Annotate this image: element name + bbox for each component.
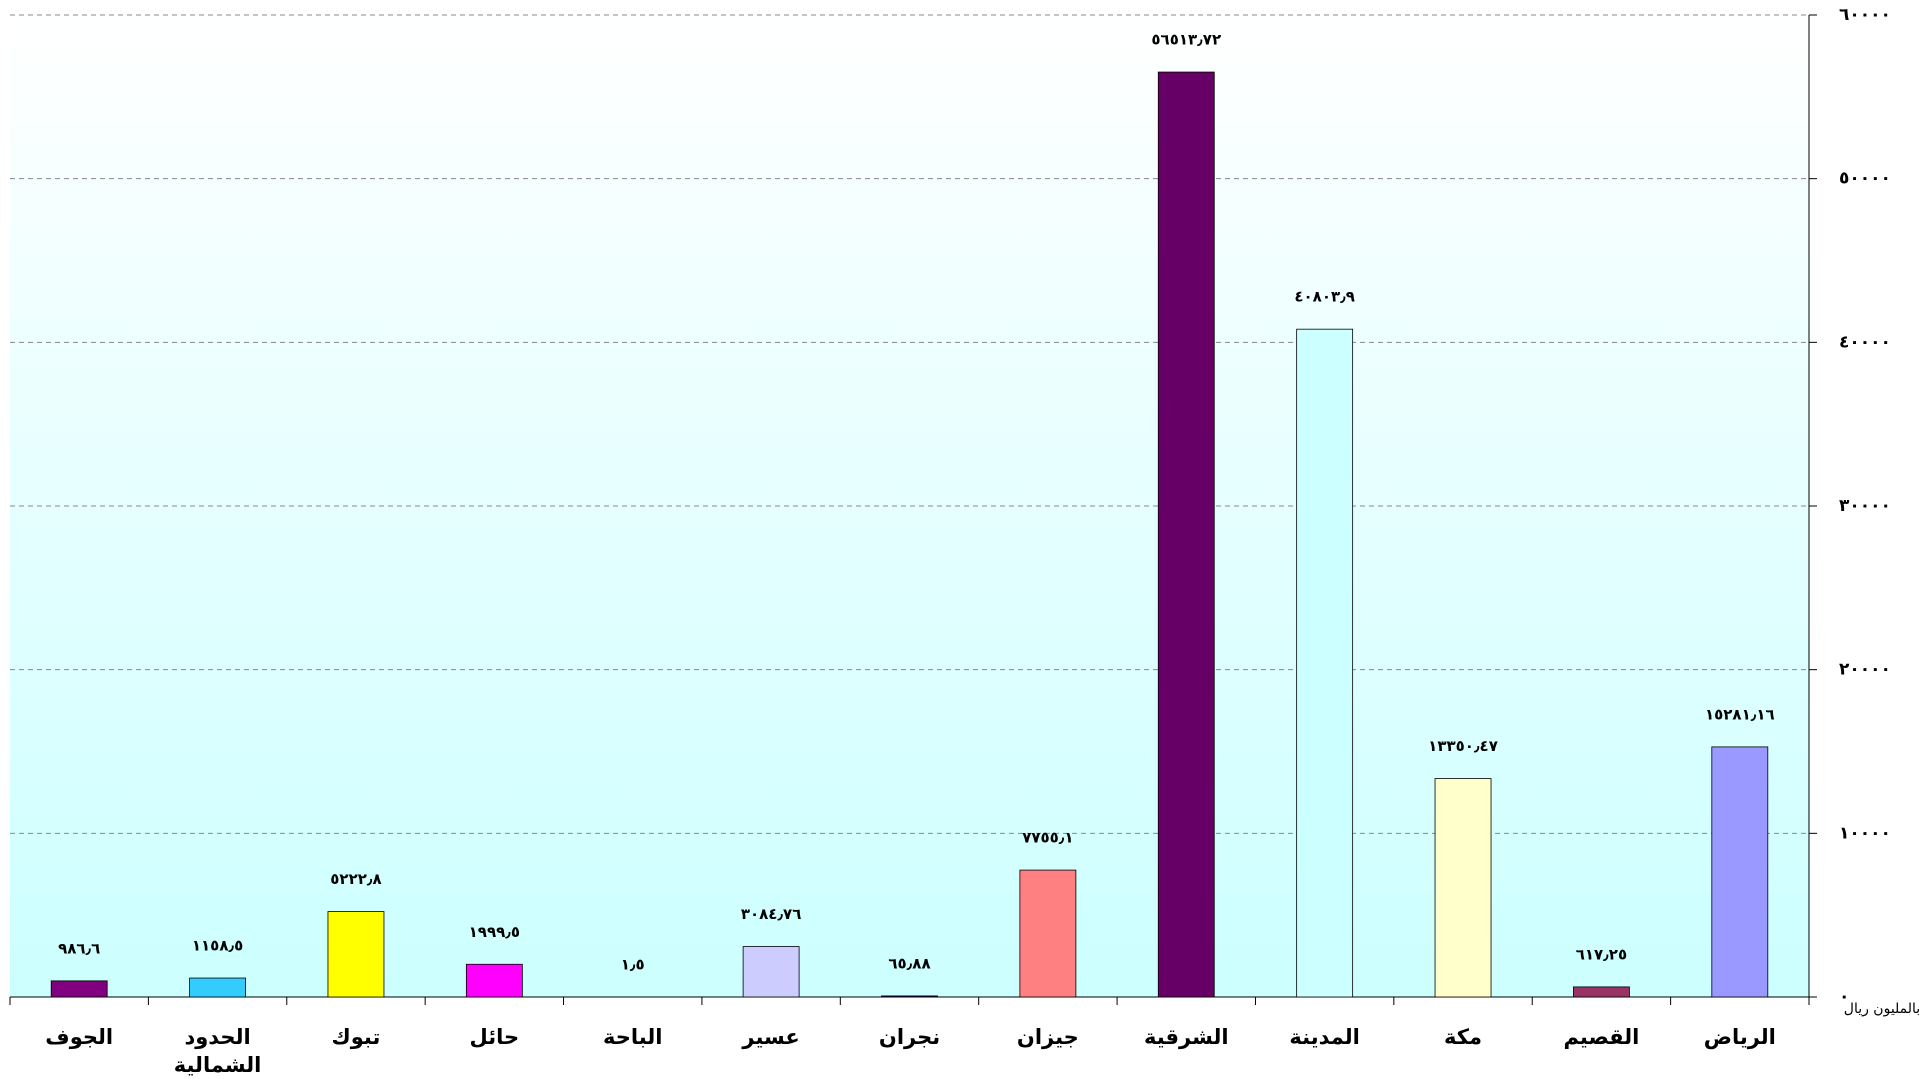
x-tick-label: جيزان <box>983 1023 1113 1051</box>
y-tick-label: ٠ <box>1839 987 1849 1007</box>
y-tick-label: ١٠٠٠٠ <box>1839 823 1891 843</box>
y-tick-label: ٦٠٠٠٠ <box>1839 5 1891 25</box>
x-tick-label: الحدود الشمالية <box>153 1023 283 1079</box>
bar <box>51 981 107 997</box>
x-tick-label: نجران <box>845 1023 975 1051</box>
value-label: ٦١٧٫٢٥ <box>1576 945 1627 963</box>
bar <box>1020 870 1076 997</box>
value-label: ١٥٢٨١٫١٦ <box>1705 705 1775 723</box>
bar <box>882 996 938 997</box>
x-tick-label: الباحة <box>568 1023 698 1051</box>
value-label: ٣٠٨٤٫٧٦ <box>741 905 802 923</box>
y-tick-label: ٣٠٠٠٠ <box>1839 496 1891 516</box>
value-label: ١٣٣٥٠٫٤٧ <box>1428 737 1498 755</box>
x-tick-label: المدينة <box>1260 1023 1390 1051</box>
x-tick-label: عسير <box>706 1023 836 1051</box>
bar <box>328 912 384 997</box>
bar <box>1158 72 1214 997</box>
value-label: ١٫٥ <box>621 955 645 973</box>
x-tick-label: تبوك <box>291 1023 421 1051</box>
y-tick-label: ٢٠٠٠٠ <box>1839 660 1891 680</box>
plot-area <box>10 15 1809 997</box>
value-label: ٥٦٥١٣٫٧٢ <box>1151 31 1221 49</box>
bar <box>466 964 522 997</box>
bar <box>1712 747 1768 997</box>
y-tick-label: ٥٠٠٠٠ <box>1839 169 1891 189</box>
bar <box>1297 329 1353 997</box>
value-label: ٦٥٫٨٨ <box>888 954 930 972</box>
value-label: ٥٢٢٢٫٨ <box>330 870 381 888</box>
value-label: ١٩٩٩٫٥ <box>469 923 520 941</box>
x-tick-label: الرياض <box>1675 1023 1805 1051</box>
bar <box>743 947 799 997</box>
x-tick-label: مكة <box>1398 1023 1528 1051</box>
value-label: ١١٥٨٫٥ <box>192 937 243 955</box>
value-label: ٤٠٨٠٣٫٩ <box>1294 288 1355 306</box>
bar <box>1573 987 1629 997</box>
bar <box>190 978 246 997</box>
unit-note: بالمليون ريال <box>1844 1001 1920 1017</box>
value-label: ٧٧٥٥٫١ <box>1022 829 1073 847</box>
value-label: ٩٨٦٫٦ <box>58 939 100 957</box>
x-tick-label: القصيم <box>1536 1023 1666 1051</box>
x-tick-label: الجوف <box>14 1023 144 1051</box>
x-tick-label: الشرقية <box>1121 1023 1251 1051</box>
x-tick-label: حائل <box>429 1023 559 1051</box>
bar <box>1435 778 1491 997</box>
y-tick-label: ٤٠٠٠٠ <box>1839 332 1891 352</box>
